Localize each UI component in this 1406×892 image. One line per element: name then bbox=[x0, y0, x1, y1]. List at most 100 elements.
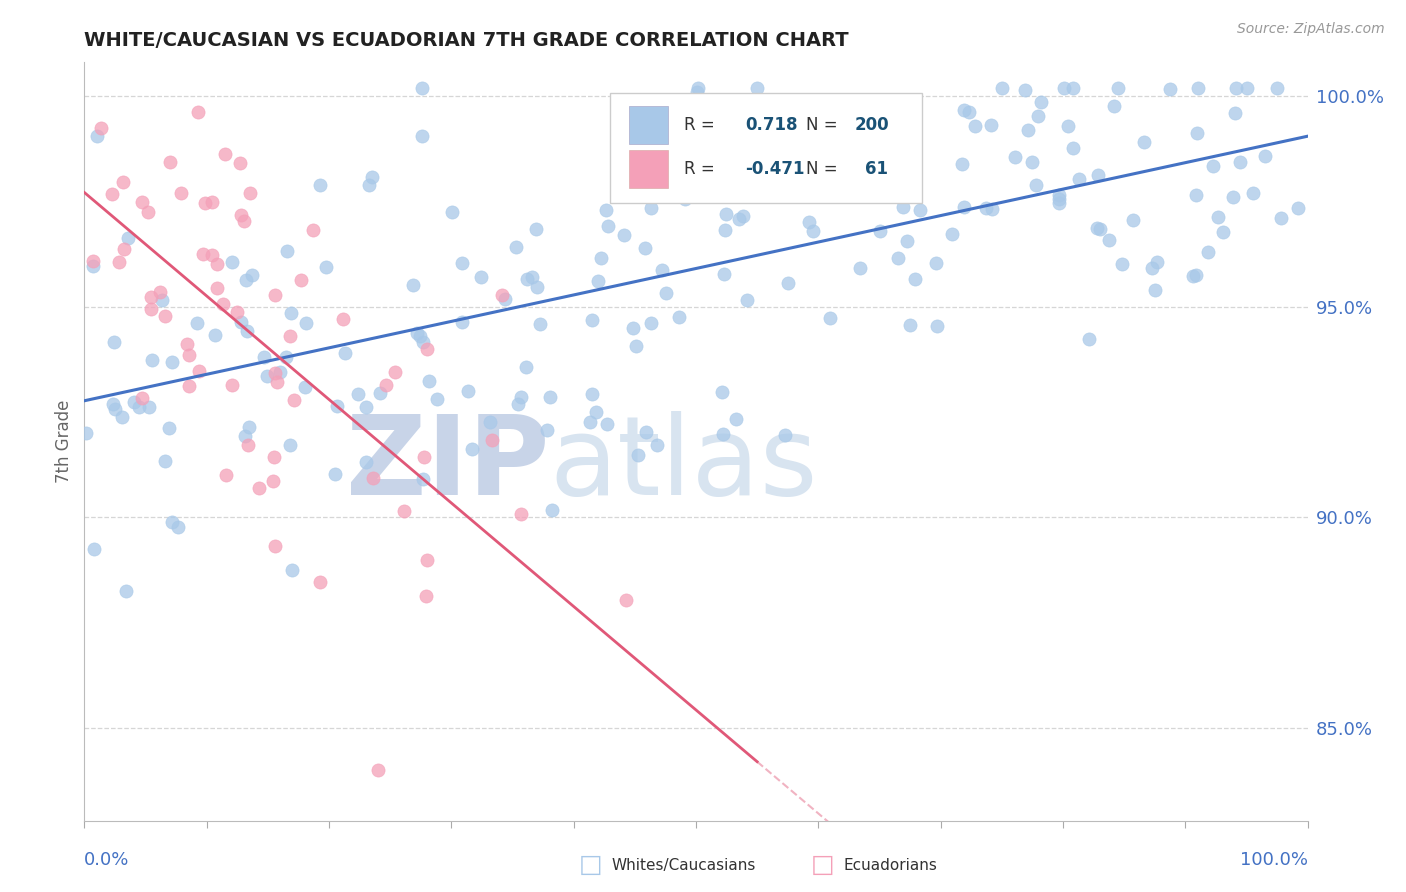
Point bbox=[516, 272, 538, 286]
Point bbox=[325, 399, 347, 413]
Point bbox=[368, 386, 391, 401]
Point bbox=[1223, 106, 1246, 120]
Point bbox=[505, 239, 527, 253]
Point bbox=[869, 224, 891, 238]
Point bbox=[727, 211, 749, 226]
Point bbox=[1107, 80, 1129, 95]
Point bbox=[187, 364, 209, 378]
Point bbox=[1021, 154, 1043, 169]
Point bbox=[957, 104, 980, 119]
Point bbox=[415, 589, 437, 603]
Point bbox=[101, 397, 124, 411]
Point bbox=[1270, 211, 1292, 225]
Point bbox=[204, 327, 226, 342]
Point bbox=[354, 400, 377, 414]
Point bbox=[1028, 110, 1050, 124]
Point bbox=[818, 311, 841, 326]
Point bbox=[711, 427, 734, 442]
Point bbox=[1047, 192, 1070, 206]
Point bbox=[239, 186, 262, 201]
Point bbox=[491, 287, 513, 301]
Point bbox=[295, 316, 318, 330]
Point bbox=[256, 368, 278, 383]
Point bbox=[657, 158, 679, 172]
Point bbox=[634, 425, 657, 439]
Point bbox=[138, 400, 160, 414]
Point bbox=[139, 290, 162, 304]
Point bbox=[193, 247, 215, 261]
Point bbox=[640, 316, 662, 330]
Point bbox=[1212, 225, 1234, 239]
Point bbox=[276, 244, 298, 259]
Point bbox=[965, 119, 987, 133]
Point bbox=[1004, 150, 1026, 164]
Point bbox=[529, 317, 551, 331]
Point bbox=[799, 215, 821, 229]
Point bbox=[176, 337, 198, 351]
Point bbox=[1222, 190, 1244, 204]
Y-axis label: 7th Grade: 7th Grade bbox=[55, 400, 73, 483]
Point bbox=[323, 467, 346, 481]
Point bbox=[1077, 332, 1099, 346]
Point bbox=[745, 80, 768, 95]
Point bbox=[524, 222, 547, 236]
Point bbox=[1182, 269, 1205, 284]
Point bbox=[354, 455, 377, 469]
Point bbox=[609, 163, 631, 178]
Point bbox=[415, 342, 437, 356]
Point bbox=[645, 438, 668, 452]
Text: □: □ bbox=[811, 854, 834, 877]
Point bbox=[215, 467, 238, 482]
Point bbox=[461, 442, 484, 456]
Point bbox=[1187, 80, 1209, 95]
Point bbox=[588, 274, 610, 288]
Point bbox=[731, 209, 754, 223]
Point bbox=[253, 350, 276, 364]
Point bbox=[621, 320, 644, 334]
Point bbox=[1197, 245, 1219, 260]
Point bbox=[1052, 80, 1074, 95]
Point bbox=[1031, 95, 1053, 110]
Point bbox=[1025, 178, 1047, 193]
Point bbox=[613, 228, 636, 243]
Point bbox=[412, 472, 434, 486]
Point bbox=[264, 288, 287, 302]
Point bbox=[624, 339, 647, 353]
Point bbox=[221, 254, 243, 268]
Text: Source: ZipAtlas.com: Source: ZipAtlas.com bbox=[1237, 22, 1385, 37]
Text: R =: R = bbox=[683, 116, 714, 135]
Point bbox=[520, 269, 543, 284]
Point bbox=[153, 309, 176, 323]
Text: □: □ bbox=[579, 854, 602, 877]
Point bbox=[128, 401, 150, 415]
Point bbox=[440, 204, 463, 219]
Point bbox=[363, 471, 385, 485]
Point bbox=[413, 450, 436, 464]
Point bbox=[159, 155, 181, 169]
Point bbox=[301, 222, 323, 236]
Point bbox=[1085, 221, 1108, 235]
Point bbox=[1133, 136, 1156, 150]
Point bbox=[1202, 159, 1225, 173]
Point bbox=[595, 202, 617, 217]
Point bbox=[536, 423, 558, 437]
Point bbox=[86, 128, 108, 143]
Point bbox=[478, 416, 501, 430]
Point bbox=[101, 186, 124, 201]
Point bbox=[541, 502, 564, 516]
Point bbox=[82, 254, 104, 268]
Text: R =: R = bbox=[683, 160, 714, 178]
Point bbox=[891, 200, 914, 214]
Point bbox=[637, 150, 659, 164]
Point bbox=[1254, 149, 1277, 163]
Point bbox=[714, 207, 737, 221]
Point bbox=[232, 214, 254, 228]
Text: atlas: atlas bbox=[550, 411, 818, 517]
Point bbox=[950, 156, 973, 170]
Point bbox=[898, 318, 921, 332]
Point bbox=[457, 384, 479, 399]
Point bbox=[655, 285, 678, 300]
Point bbox=[392, 504, 415, 518]
Point bbox=[160, 355, 183, 369]
Point bbox=[82, 260, 104, 274]
